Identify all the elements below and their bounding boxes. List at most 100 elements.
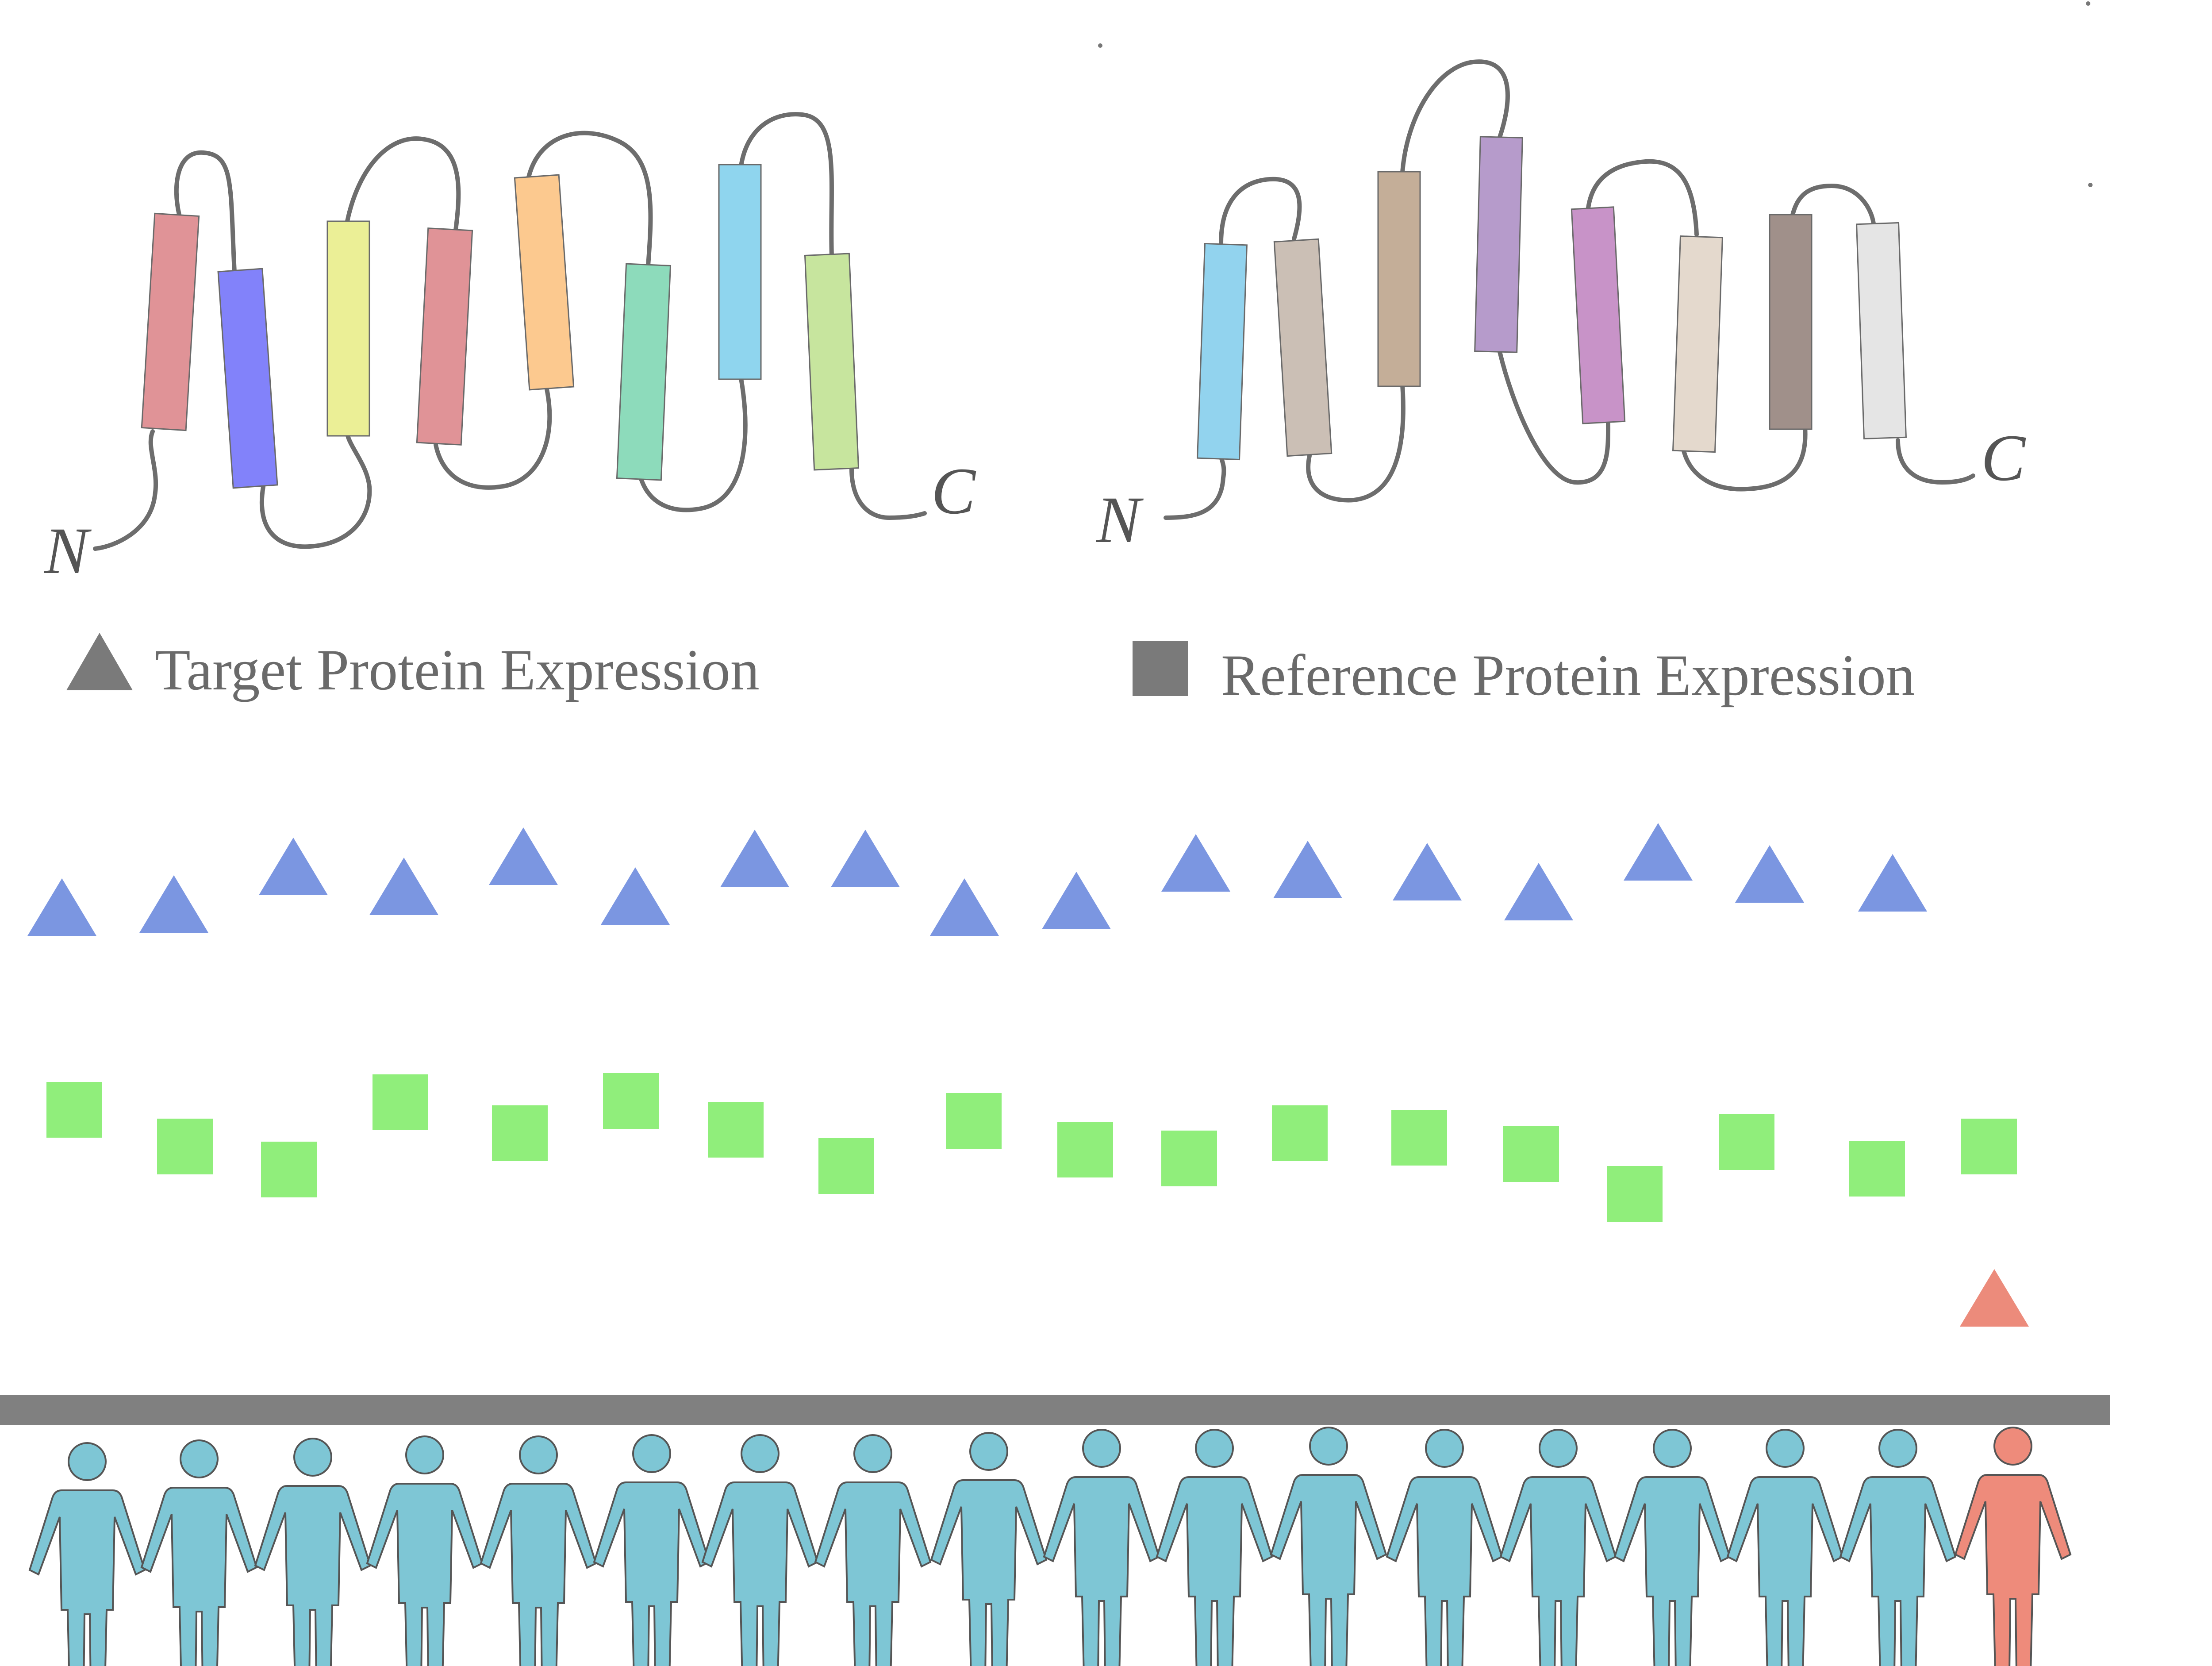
stray-dot xyxy=(1098,43,1102,48)
target-triangle-icon xyxy=(489,827,558,885)
helix-2 xyxy=(217,268,278,489)
legend: Target Protein Expression Reference Prot… xyxy=(66,633,1915,708)
person-icon xyxy=(930,1432,1047,1666)
target-triangle-icon xyxy=(1042,872,1111,929)
stray-dot xyxy=(2088,183,2093,187)
person-icon xyxy=(1727,1429,1843,1666)
reference-square-icon xyxy=(1849,1141,1905,1197)
target-triangle-icon xyxy=(831,830,900,887)
helix-2 xyxy=(1273,238,1333,457)
person-icon xyxy=(1043,1429,1160,1666)
helix-4 xyxy=(416,227,473,446)
target-triangle-icon xyxy=(1273,841,1342,898)
reference-square-icon xyxy=(1607,1166,1663,1222)
helix-5 xyxy=(1571,206,1626,424)
loop xyxy=(434,385,552,490)
person-icon xyxy=(1270,1427,1387,1666)
reference-square-icon xyxy=(1391,1110,1447,1166)
person-icon xyxy=(702,1434,818,1666)
helix-3 xyxy=(1377,171,1421,387)
loop xyxy=(345,136,461,232)
helix-1 xyxy=(1197,242,1248,461)
stray-dot xyxy=(2086,1,2090,6)
person-icon xyxy=(29,1442,146,1666)
reference-square-icon xyxy=(492,1105,548,1161)
helix-8 xyxy=(1856,222,1907,440)
helix-7 xyxy=(1769,214,1813,430)
outlier-person-icon xyxy=(1955,1427,2071,1666)
target-triangle-icon xyxy=(139,875,208,933)
reference-square-icon xyxy=(373,1074,428,1130)
loop xyxy=(1306,383,1406,503)
target-triangle-icon xyxy=(930,878,999,936)
c-terminus-label: C xyxy=(1981,421,2026,495)
reference-legend-square-icon xyxy=(1133,641,1188,696)
reference-square-icon xyxy=(1961,1119,2017,1174)
loop xyxy=(174,150,237,274)
reference-legend-label: Reference Protein Expression xyxy=(1221,643,1915,708)
loop xyxy=(526,131,653,268)
target-triangle-icon xyxy=(259,838,328,895)
left-protein-topology: N C xyxy=(43,112,976,588)
reference-square-icon xyxy=(1503,1126,1559,1182)
reference-square-icon xyxy=(1161,1131,1217,1186)
reference-square-icon xyxy=(708,1102,764,1158)
loop xyxy=(1400,59,1510,175)
reference-expression-row xyxy=(46,1073,2017,1222)
helix-8 xyxy=(804,253,860,471)
target-triangle-icon xyxy=(1624,823,1693,881)
target-expression-row xyxy=(27,823,1927,936)
helix-3 xyxy=(326,220,370,437)
loop xyxy=(1498,350,1611,485)
outlier-target-triangle-icon xyxy=(1960,1269,2029,1327)
n-terminus-label: N xyxy=(1095,483,1144,557)
person-icon xyxy=(593,1434,710,1666)
population-baseline xyxy=(0,1395,2110,1425)
reference-square-icon xyxy=(818,1138,874,1194)
loop xyxy=(849,467,927,520)
target-triangle-icon xyxy=(1735,845,1804,903)
reference-square-icon xyxy=(157,1119,213,1174)
target-triangle-icon xyxy=(601,867,670,925)
target-legend-label: Target Protein Expression xyxy=(155,637,760,702)
reference-square-icon xyxy=(1719,1114,1774,1170)
loop xyxy=(1586,159,1699,237)
loop xyxy=(1164,454,1226,520)
helix-6 xyxy=(1672,235,1723,453)
right-protein-topology: N C xyxy=(1095,59,2026,557)
helix-7 xyxy=(718,164,762,380)
loop xyxy=(1681,425,1808,492)
target-triangle-icon xyxy=(27,878,96,936)
helix-5 xyxy=(514,174,575,391)
n-terminus-label: N xyxy=(43,514,92,588)
loop xyxy=(639,376,748,512)
helix-4 xyxy=(1474,136,1523,353)
target-triangle-icon xyxy=(1504,863,1573,920)
target-triangle-icon xyxy=(1161,834,1230,892)
target-triangle-icon xyxy=(720,830,789,887)
reference-square-icon xyxy=(1057,1122,1113,1177)
loop xyxy=(1896,438,1975,485)
helix-6 xyxy=(616,263,672,481)
reference-square-icon xyxy=(1272,1105,1328,1161)
loop xyxy=(1790,183,1876,226)
person-icon xyxy=(1839,1429,1956,1666)
reference-square-icon xyxy=(603,1073,659,1129)
person-icon xyxy=(366,1435,483,1666)
reference-square-icon xyxy=(46,1082,102,1138)
target-triangle-icon xyxy=(369,858,438,915)
population-row xyxy=(29,1427,2071,1666)
person-icon xyxy=(141,1439,257,1666)
person-icon xyxy=(480,1435,597,1666)
loop xyxy=(1219,177,1302,246)
loop xyxy=(259,431,372,549)
loop xyxy=(739,112,834,259)
person-icon xyxy=(1156,1429,1273,1666)
person-icon xyxy=(1500,1429,1617,1666)
target-triangle-icon xyxy=(1858,854,1927,912)
c-terminus-label: C xyxy=(931,454,976,528)
person-icon xyxy=(814,1434,931,1666)
person-icon xyxy=(254,1438,371,1666)
reference-square-icon xyxy=(261,1142,317,1197)
